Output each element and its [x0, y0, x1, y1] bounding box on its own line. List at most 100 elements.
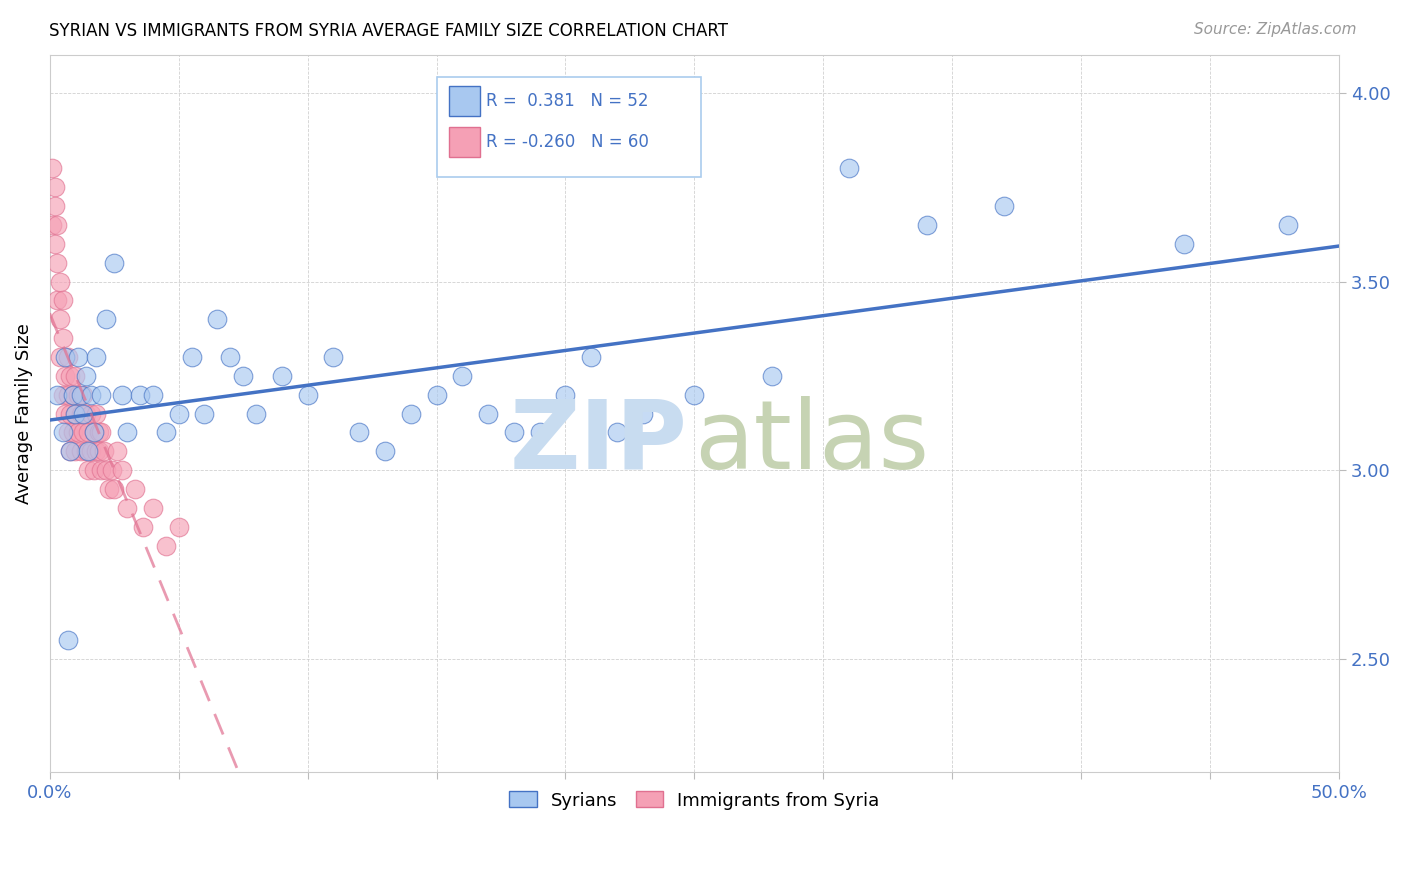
Point — [84, 350, 107, 364]
Point — [129, 388, 152, 402]
Point — [180, 350, 202, 364]
Point — [46, 293, 69, 308]
Text: atlas: atlas — [695, 396, 929, 489]
Point — [84, 444, 107, 458]
Point — [65, 368, 87, 383]
Point — [1277, 218, 1299, 232]
Point — [219, 350, 242, 364]
Point — [69, 444, 91, 458]
Point — [111, 388, 134, 402]
Point — [477, 407, 499, 421]
Point — [83, 463, 105, 477]
Point — [72, 425, 94, 440]
Text: ZIP: ZIP — [510, 396, 688, 489]
Point — [103, 255, 125, 269]
Point — [96, 312, 118, 326]
Point — [44, 180, 66, 194]
Point — [142, 500, 165, 515]
Point — [56, 388, 79, 402]
Point — [374, 444, 396, 458]
Point — [77, 425, 100, 440]
Point — [83, 425, 105, 440]
Point — [56, 350, 79, 364]
Point — [232, 368, 254, 383]
Text: Source: ZipAtlas.com: Source: ZipAtlas.com — [1194, 22, 1357, 37]
Point — [80, 388, 103, 402]
Point — [56, 632, 79, 647]
Point — [167, 520, 190, 534]
Point — [838, 161, 860, 176]
Point — [84, 407, 107, 421]
Point — [49, 350, 72, 364]
Point — [87, 425, 110, 440]
Point — [581, 350, 603, 364]
Point — [100, 463, 122, 477]
Point — [915, 218, 938, 232]
Point — [297, 388, 319, 402]
Point — [67, 350, 90, 364]
Point — [425, 388, 447, 402]
Point — [62, 425, 84, 440]
Point — [270, 368, 292, 383]
Point — [193, 407, 215, 421]
Point — [131, 520, 153, 534]
Point — [65, 407, 87, 421]
Point — [53, 407, 76, 421]
Point — [65, 444, 87, 458]
Point — [90, 388, 112, 402]
Point — [77, 444, 100, 458]
Point — [44, 199, 66, 213]
Point — [207, 312, 229, 326]
Point — [41, 161, 63, 176]
Point — [51, 388, 73, 402]
Text: R =  0.381   N = 52: R = 0.381 N = 52 — [485, 92, 648, 110]
Point — [53, 350, 76, 364]
FancyBboxPatch shape — [450, 86, 481, 116]
FancyBboxPatch shape — [436, 77, 700, 177]
Point — [90, 463, 112, 477]
Point — [529, 425, 551, 440]
Point — [46, 218, 69, 232]
Point — [59, 368, 82, 383]
Point — [75, 368, 97, 383]
Point — [80, 407, 103, 421]
Point — [77, 463, 100, 477]
Point — [49, 312, 72, 326]
Point — [80, 444, 103, 458]
Point — [96, 463, 118, 477]
Legend: Syrians, Immigrants from Syria: Syrians, Immigrants from Syria — [502, 784, 887, 817]
Point — [75, 407, 97, 421]
Point — [62, 388, 84, 402]
Point — [606, 425, 628, 440]
Point — [399, 407, 422, 421]
Point — [67, 425, 90, 440]
Point — [631, 407, 654, 421]
Point — [115, 425, 138, 440]
Point — [69, 407, 91, 421]
Point — [111, 463, 134, 477]
FancyBboxPatch shape — [450, 127, 481, 157]
Point — [90, 425, 112, 440]
Point — [59, 444, 82, 458]
Point — [51, 293, 73, 308]
Point — [103, 482, 125, 496]
Point — [451, 368, 474, 383]
Point — [51, 425, 73, 440]
Point — [993, 199, 1015, 213]
Y-axis label: Average Family Size: Average Family Size — [15, 323, 32, 504]
Point — [44, 236, 66, 251]
Point — [155, 539, 177, 553]
Point — [83, 425, 105, 440]
Point — [115, 500, 138, 515]
Text: SYRIAN VS IMMIGRANTS FROM SYRIA AVERAGE FAMILY SIZE CORRELATION CHART: SYRIAN VS IMMIGRANTS FROM SYRIA AVERAGE … — [49, 22, 728, 40]
Point — [69, 388, 91, 402]
Point — [155, 425, 177, 440]
Point — [98, 482, 121, 496]
Point — [56, 425, 79, 440]
Point — [87, 444, 110, 458]
Point — [51, 331, 73, 345]
Point — [75, 444, 97, 458]
Point — [322, 350, 344, 364]
Point — [41, 218, 63, 232]
Point — [59, 407, 82, 421]
